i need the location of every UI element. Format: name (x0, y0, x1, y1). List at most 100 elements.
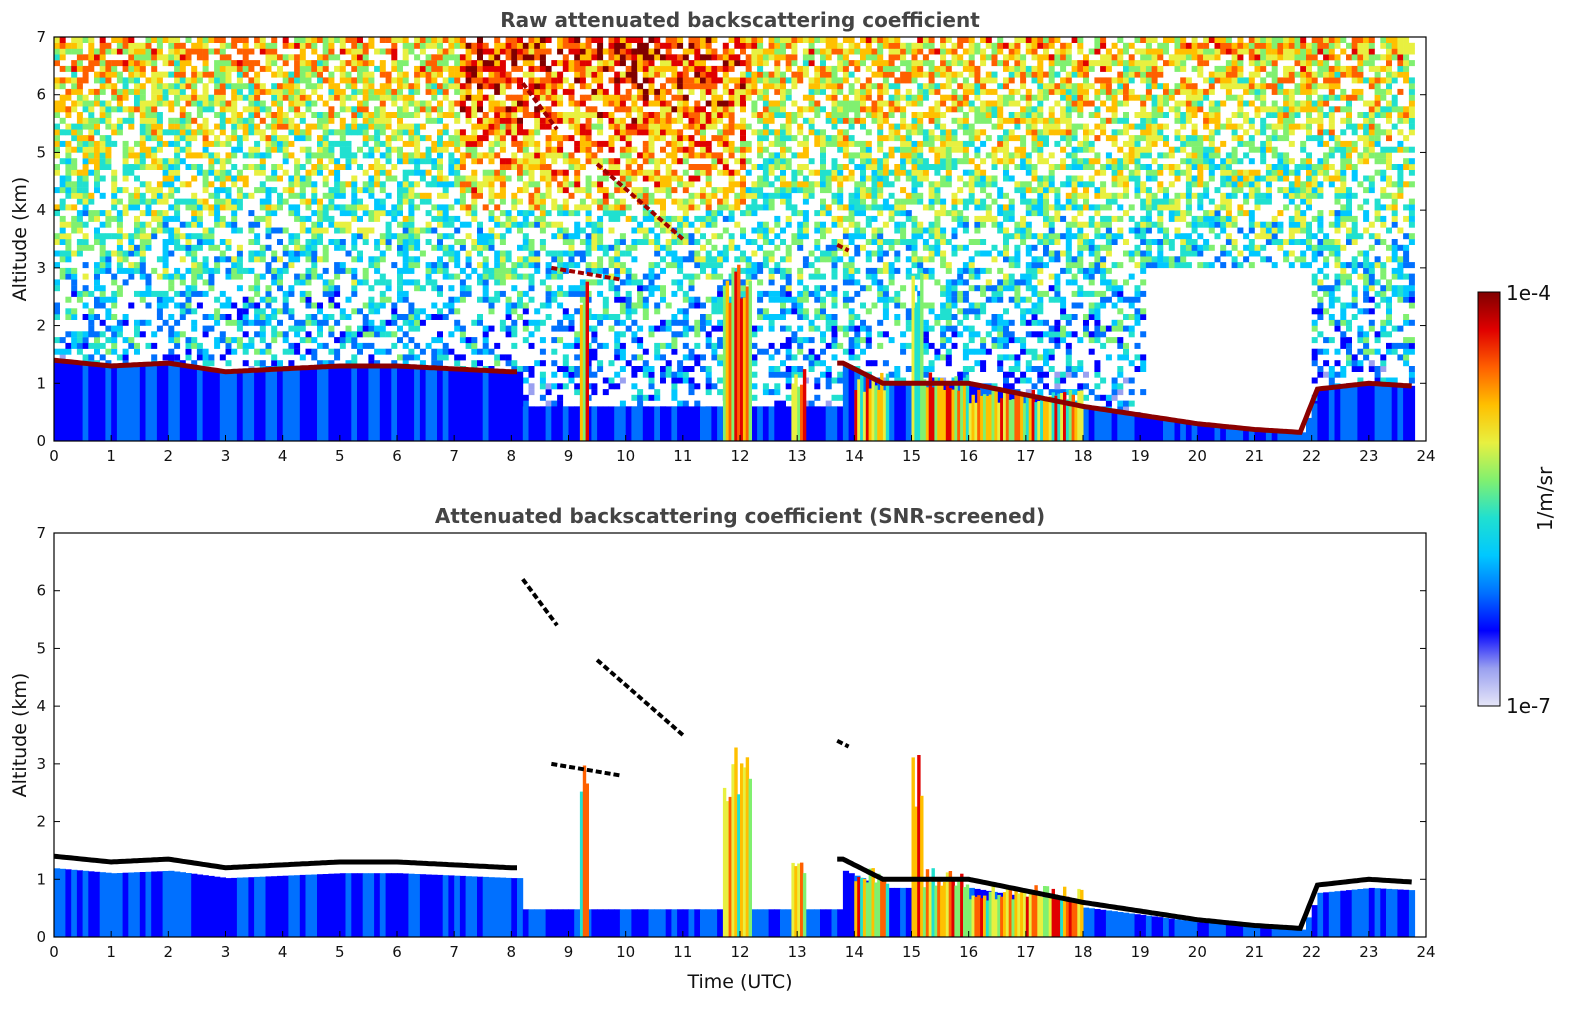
noise-cell (414, 342, 421, 349)
noise-cell (202, 198, 209, 205)
noise-cell (231, 337, 238, 344)
noise-cell (882, 360, 889, 367)
noise-cell (860, 187, 866, 194)
noise-cell (940, 204, 947, 211)
noise-cell (762, 192, 769, 199)
noise-cell (1077, 175, 1084, 182)
noise-cell (677, 360, 684, 367)
noise-cell (1346, 337, 1352, 344)
noise-cell (1054, 256, 1061, 263)
noise-cell (1346, 262, 1352, 269)
noise-cell (82, 290, 89, 297)
noise-cell (1128, 227, 1135, 234)
noise-cell (494, 262, 501, 269)
noise-cell (368, 302, 375, 309)
noise-cell (1065, 181, 1072, 188)
noise-cell (334, 192, 341, 199)
noise-cell (854, 204, 861, 211)
noise-cell (282, 308, 289, 315)
noise-cell (145, 181, 152, 188)
noise-cell (579, 279, 586, 286)
noise-cell (357, 256, 363, 263)
noise-cell (437, 210, 443, 217)
noise-cell (1328, 244, 1335, 251)
noise-cell (482, 331, 489, 338)
noise-cell (997, 192, 1004, 199)
noise-cell (831, 267, 838, 274)
noise-cell (917, 233, 924, 240)
noise-cell (871, 181, 878, 188)
noise-cell (328, 187, 335, 194)
noise-cell (317, 221, 323, 228)
noise-cell (585, 267, 592, 274)
noise-cell (1043, 239, 1049, 245)
noise-cell (299, 319, 306, 326)
noise-cell (688, 192, 695, 199)
noise-cell (654, 250, 661, 257)
noise-cell (465, 187, 472, 194)
noise-cell (842, 267, 849, 274)
noise-cell (459, 198, 466, 205)
noise-cell (574, 285, 581, 292)
noise-cell (277, 285, 283, 292)
noise-cell (614, 181, 621, 188)
noise-cell (1020, 273, 1027, 280)
noise-cell (980, 308, 987, 315)
noise-cell (71, 273, 78, 280)
noise-cell (1031, 308, 1038, 315)
noise-cell (76, 210, 83, 217)
noise-cell (1386, 302, 1392, 309)
noise-cell (1231, 181, 1238, 188)
noise-cell (1060, 267, 1067, 274)
noise-cell (951, 290, 958, 297)
noise-cell (860, 319, 866, 326)
noise-cell (482, 262, 489, 269)
noise-cell (557, 337, 564, 344)
noise-cell (99, 192, 106, 199)
noise-cell (928, 360, 935, 367)
noise-cell (448, 215, 455, 222)
noise-cell (797, 325, 804, 332)
noise-cell (1306, 204, 1312, 211)
noise-cell (545, 192, 552, 199)
noise-cell (185, 348, 192, 355)
noise-cell (1225, 215, 1232, 222)
noise-cell (1020, 319, 1027, 326)
noise-cell (1031, 302, 1038, 309)
noise-cell (522, 215, 529, 222)
noise-cell (785, 273, 792, 280)
noise-cell (974, 267, 981, 274)
noise-cell (768, 325, 775, 332)
noise-cell (911, 227, 918, 234)
noise-cell (694, 239, 701, 245)
noise-cell (76, 175, 83, 182)
noise-cell (1003, 227, 1009, 234)
noise-cell (139, 256, 146, 263)
noise-cell (482, 175, 489, 182)
noise-cell (71, 331, 78, 338)
noise-cell (248, 285, 255, 292)
noise-cell (202, 331, 209, 338)
noise-cell (225, 192, 232, 199)
noise-cell (688, 279, 695, 286)
noise-cell (1140, 354, 1147, 361)
noise-cell (1100, 302, 1107, 309)
noise-cell (1260, 256, 1267, 263)
noise-cell (568, 239, 575, 245)
noise-cell (402, 267, 409, 274)
noise-cell (785, 371, 792, 378)
noise-cell (1117, 175, 1124, 182)
noise-cell (888, 239, 895, 245)
noise-cell (671, 187, 678, 194)
noise-cell (797, 314, 804, 320)
noise-cell (928, 244, 935, 251)
noise-cell (1300, 239, 1307, 245)
noise-cell (459, 267, 466, 274)
noise-cell (208, 233, 215, 240)
noise-cell (1077, 221, 1084, 228)
noise-cell (1031, 198, 1038, 205)
noise-cell (1094, 366, 1101, 372)
noise-cell (940, 250, 947, 257)
noise-cell (94, 262, 100, 269)
noise-cell (459, 285, 466, 292)
